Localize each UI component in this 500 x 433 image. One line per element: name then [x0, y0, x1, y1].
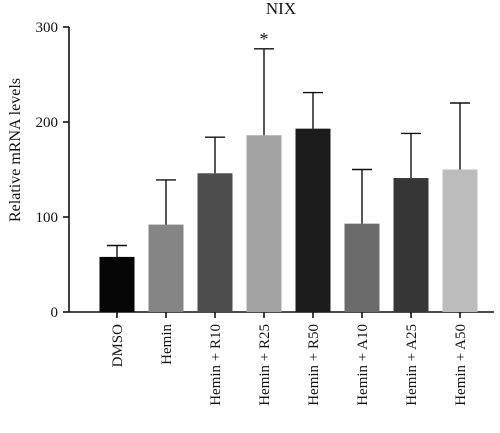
x-tick-label: Hemin + A50 [453, 324, 469, 406]
y-tick-label: 200 [36, 115, 59, 131]
bar [246, 135, 282, 312]
x-axis-labels: DMSO Hemin Hemin + R10 Hemin + R25 Hemin + R… [110, 312, 469, 406]
bar [295, 128, 331, 312]
x-tick-label: Hemin + R10 [208, 324, 224, 406]
chart-title: NIX [266, 0, 296, 18]
significance-marker: * [260, 29, 269, 49]
y-tick-label: 0 [51, 305, 59, 321]
y-axis-label: Relative mRNA levels [7, 78, 24, 222]
bar [99, 256, 135, 312]
annotations-group: * [260, 29, 269, 49]
bar [148, 224, 184, 312]
bar [197, 173, 233, 312]
x-tick-label: Hemin + A25 [404, 324, 420, 406]
bars-group [99, 128, 478, 312]
bar [442, 169, 478, 312]
x-tick-label: DMSO [110, 324, 126, 368]
x-tick-label: Hemin + R25 [257, 324, 273, 406]
error-bars-group [107, 48, 470, 257]
x-tick-label: Hemin [159, 324, 175, 365]
y-tick-label: 300 [36, 20, 59, 36]
bar [344, 223, 380, 312]
y-tick-label: 100 [36, 210, 59, 226]
x-tick-label: Hemin + A10 [355, 324, 371, 406]
bar [393, 178, 429, 312]
x-tick-label: Hemin + R50 [306, 324, 322, 406]
y-axis-ticks: 0 100 200 300 [36, 20, 69, 321]
